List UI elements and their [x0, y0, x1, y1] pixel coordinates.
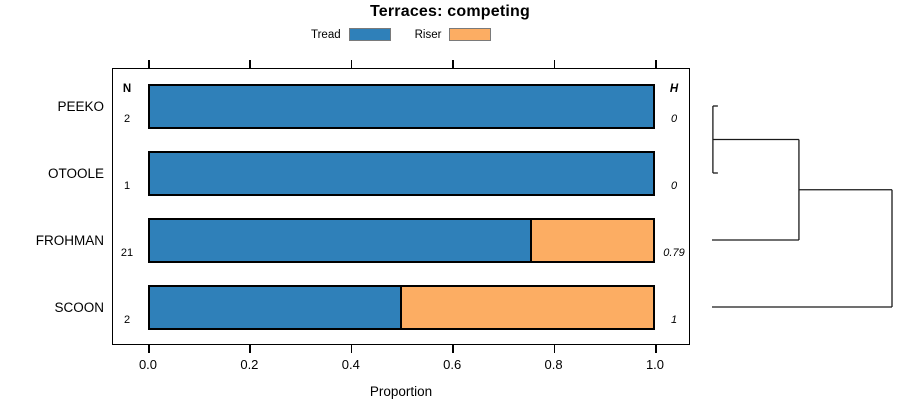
category-label: PEEKO — [57, 99, 104, 114]
axis-tick-label: 0.8 — [544, 357, 563, 372]
bar-segment-tread — [150, 287, 402, 328]
axis-tick-top — [350, 60, 353, 68]
bar — [148, 285, 655, 330]
legend-label-riser: Riser — [414, 28, 442, 41]
n-value: 21 — [120, 247, 134, 259]
n-value: 1 — [123, 180, 131, 192]
axis-tick-bottom — [350, 345, 353, 353]
bar — [148, 218, 655, 263]
n-value: 2 — [123, 314, 131, 326]
axis-tick-top — [553, 60, 556, 68]
legend-item-riser: Riser — [415, 28, 492, 41]
category-label: FROHMAN — [35, 233, 104, 248]
bar-segment-tread — [150, 220, 533, 261]
h-value: 0 — [670, 113, 678, 125]
axis-tick-bottom — [452, 345, 454, 353]
bar — [148, 151, 655, 196]
n-column-header: N — [122, 83, 132, 95]
tread-swatch — [348, 28, 391, 41]
h-value: 0.79 — [663, 247, 685, 259]
bar-segment-tread — [150, 153, 653, 194]
axis-tick-top — [148, 60, 150, 68]
chart-title: Terraces: competing — [370, 3, 530, 20]
legend-label-tread: Tread — [311, 28, 341, 41]
category-label: OTOOLE — [47, 166, 104, 181]
n-value: 2 — [123, 113, 131, 125]
h-value: 1 — [670, 314, 678, 326]
riser-swatch — [449, 28, 492, 41]
axis-tick-bottom — [249, 345, 251, 353]
axis-tick-top — [249, 60, 251, 68]
axis-tick-label: 0.0 — [138, 357, 158, 372]
h-value: 0 — [670, 180, 678, 192]
legend: Tread Riser — [311, 28, 492, 41]
h-column-header: H — [669, 83, 679, 95]
bar-segment-tread — [150, 86, 653, 127]
axis-tick-label: 0.6 — [443, 357, 462, 372]
x-axis-title: Proportion — [369, 384, 433, 399]
axis-tick-bottom — [553, 345, 556, 353]
axis-tick-label: 0.4 — [341, 357, 360, 372]
category-label: SCOON — [54, 300, 104, 315]
axis-tick-label: 0.2 — [240, 357, 259, 372]
axis-tick-label: 1.0 — [645, 357, 665, 372]
legend-item-tread: Tread — [311, 28, 391, 41]
bar — [148, 84, 655, 129]
axis-tick-bottom — [655, 345, 657, 353]
axis-tick-top — [452, 60, 454, 68]
axis-tick-bottom — [148, 345, 150, 353]
axis-tick-top — [655, 60, 657, 68]
